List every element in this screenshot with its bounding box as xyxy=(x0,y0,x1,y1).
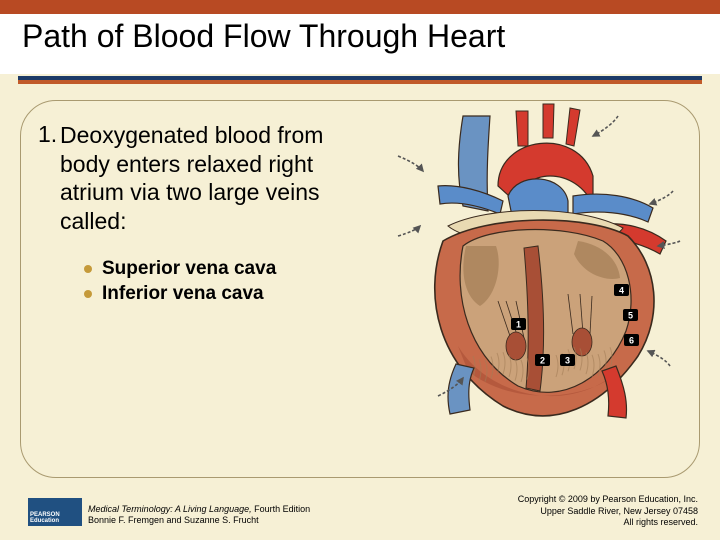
bullet-icon xyxy=(84,265,92,273)
credits-left: Medical Terminology: A Living Language, … xyxy=(88,504,310,527)
copyright-3: All rights reserved. xyxy=(518,517,698,528)
svg-text:3: 3 xyxy=(565,356,570,366)
body-text: 1. Deoxygenated blood from body enters r… xyxy=(38,120,368,307)
authors: Bonnie F. Fremgen and Suzanne S. Frucht xyxy=(88,515,310,526)
book-title: Medical Terminology: A Living Language, xyxy=(88,504,252,514)
bullet-list: Superior vena cava Inferior vena cava xyxy=(84,256,368,307)
list-item: Superior vena cava xyxy=(84,256,368,282)
top-accent-bar xyxy=(0,0,720,14)
bullet-text: Superior vena cava xyxy=(102,258,276,279)
svg-text:5: 5 xyxy=(628,311,633,321)
copyright-2: Upper Saddle River, New Jersey 07458 xyxy=(518,506,698,517)
list-item: Inferior vena cava xyxy=(84,281,368,307)
bullet-icon xyxy=(84,290,92,298)
item-text: Deoxygenated blood from body enters rela… xyxy=(60,121,368,236)
svg-text:6: 6 xyxy=(629,336,634,346)
footer: PEARSON Education Medical Terminology: A… xyxy=(0,494,720,534)
edition: Fourth Edition xyxy=(252,504,311,514)
heart-svg: 1 2 3 4 5 6 xyxy=(368,96,706,426)
svg-text:4: 4 xyxy=(619,286,624,296)
divider-orange xyxy=(18,80,702,84)
heart-diagram: 1 2 3 4 5 6 xyxy=(368,96,706,426)
credits-right: Copyright © 2009 by Pearson Education, I… xyxy=(518,494,698,528)
copyright-1: Copyright © 2009 by Pearson Education, I… xyxy=(518,494,698,505)
slide: Path of Blood Flow Through Heart 1. Deox… xyxy=(0,0,720,540)
svg-text:1: 1 xyxy=(516,320,521,330)
svg-text:2: 2 xyxy=(540,356,545,366)
item-number: 1. xyxy=(38,120,58,149)
bullet-text: Inferior vena cava xyxy=(102,283,264,304)
pearson-logo: PEARSON Education xyxy=(28,498,82,526)
logo-text-2: Education xyxy=(30,518,80,524)
slide-title: Path of Blood Flow Through Heart xyxy=(22,18,505,55)
numbered-item: 1. Deoxygenated blood from body enters r… xyxy=(38,120,368,236)
